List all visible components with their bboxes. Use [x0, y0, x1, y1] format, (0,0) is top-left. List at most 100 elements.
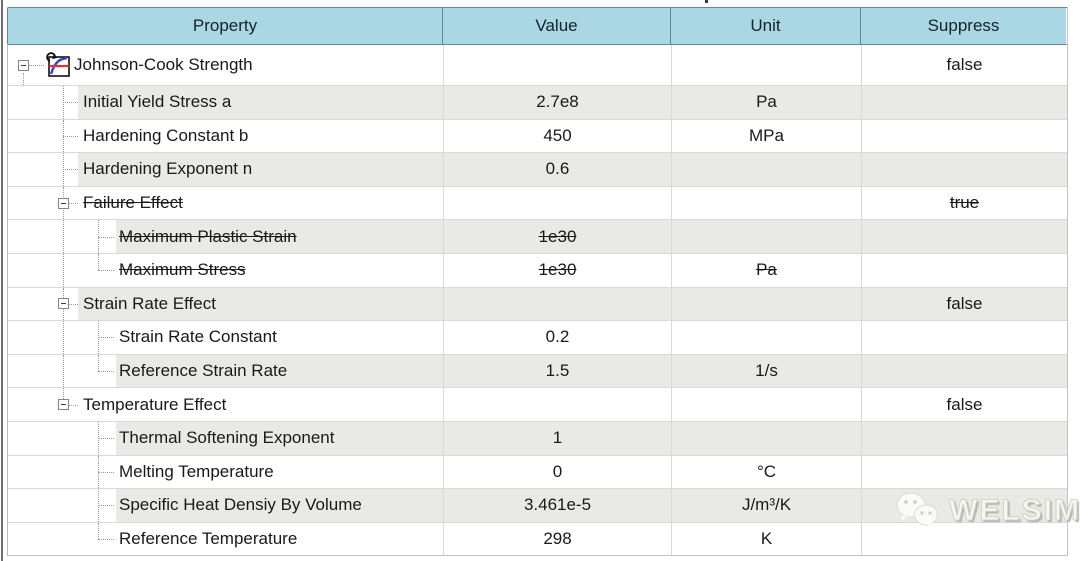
value-cell[interactable] [444, 45, 672, 85]
property-label: Maximum Stress [119, 260, 246, 280]
expand-toggle[interactable] [58, 197, 69, 209]
tree-branch-line [98, 270, 114, 272]
suppress-cell[interactable] [862, 421, 1067, 455]
value-cell[interactable] [444, 186, 672, 220]
property-label: Strain Rate Effect [83, 293, 216, 313]
value-cell[interactable] [444, 388, 672, 421]
suppress-cell[interactable] [862, 86, 1067, 119]
suppress-cell[interactable] [862, 254, 1067, 287]
column-header-suppress[interactable]: Suppress [861, 8, 1066, 44]
property-cell[interactable]: Thermal Softening Exponent [8, 421, 444, 455]
property-cell[interactable]: Reference Temperature [8, 522, 444, 556]
property-cell[interactable]: Maximum Stress [8, 253, 444, 287]
suppress-cell[interactable]: false [862, 45, 1067, 85]
table-row[interactable]: Failure Effect true [8, 185, 1067, 220]
property-label: Strain Rate Constant [119, 327, 277, 347]
value-cell-text: 450 [543, 125, 572, 145]
value-cell[interactable]: 298 [444, 522, 672, 556]
expand-toggle[interactable] [18, 59, 29, 71]
value-cell-text: 298 [543, 529, 572, 549]
suppress-cell[interactable]: false [862, 287, 1067, 321]
suppress-cell[interactable] [862, 489, 1067, 522]
property-cell[interactable]: Johnson-Cook Strength [8, 45, 444, 85]
table-row[interactable]: Melting Temperature 0 °C [8, 454, 1067, 489]
value-cell[interactable]: 0.6 [444, 153, 672, 186]
property-cell[interactable]: Strain Rate Constant [8, 321, 444, 354]
property-cell[interactable]: Temperature Effect [8, 388, 444, 421]
value-cell[interactable]: 1 [444, 421, 672, 455]
unit-cell: J/m³/K [672, 489, 862, 522]
table-row[interactable]: Reference Temperature 298 K [8, 521, 1067, 556]
property-cell[interactable]: Hardening Constant b [8, 119, 444, 153]
property-cell[interactable]: Failure Effect [8, 186, 444, 220]
tree-branch-line [63, 169, 78, 171]
property-cell[interactable]: Specific Heat Densiy By Volume [8, 489, 444, 522]
property-cell[interactable]: Hardening Exponent n [8, 153, 444, 186]
column-header-property[interactable]: Property [7, 8, 443, 44]
table-row[interactable]: Maximum Stress 1e30 Pa [8, 252, 1067, 287]
property-cell[interactable]: Melting Temperature [8, 455, 444, 489]
suppress-cell[interactable]: false [862, 388, 1067, 421]
value-cell-text: 1e30 [538, 260, 577, 280]
value-cell-text: 0 [552, 461, 563, 481]
value-cell[interactable]: 0.2 [444, 321, 672, 354]
unit-cell: Pa [672, 86, 862, 119]
tree-branch-line [98, 236, 114, 238]
suppress-cell[interactable] [862, 321, 1067, 354]
property-cell[interactable]: Maximum Plastic Strain [8, 220, 444, 253]
value-cell[interactable]: 2.7e8 [444, 86, 672, 119]
value-cell[interactable]: 3.461e-5 [444, 489, 672, 522]
tree-branch-line [98, 253, 99, 271]
suppress-cell[interactable] [862, 120, 1067, 153]
value-cell-text: 1 [552, 428, 563, 448]
value-cell-text: 1.5 [545, 361, 570, 381]
unit-cell [672, 287, 862, 321]
suppress-cell-text: false [946, 394, 983, 414]
tree-branch-line [98, 371, 114, 373]
unit-cell-text: K [760, 529, 773, 549]
tree-branch-line [29, 65, 44, 66]
table-row[interactable]: Thermal Softening Exponent 1 [8, 420, 1067, 455]
value-cell[interactable]: 1.5 [444, 354, 672, 388]
suppress-cell[interactable] [862, 456, 1067, 489]
unit-cell [672, 388, 862, 421]
unit-cell [672, 45, 862, 85]
value-cell-text: 1e30 [538, 226, 577, 246]
column-header-value[interactable]: Value [443, 8, 671, 44]
property-cell[interactable]: Reference Strain Rate [8, 354, 444, 388]
value-cell[interactable]: 1e30 [444, 220, 672, 253]
unit-cell [672, 421, 862, 455]
expand-toggle[interactable] [58, 298, 69, 310]
table-row[interactable]: Hardening Exponent n 0.6 [8, 152, 1067, 186]
value-cell[interactable]: 450 [444, 119, 672, 153]
value-cell[interactable] [444, 287, 672, 321]
tree-branch-line [98, 337, 114, 339]
suppress-cell[interactable] [862, 220, 1067, 253]
table-row[interactable]: Temperature Effect false [8, 387, 1067, 421]
property-cell[interactable]: Strain Rate Effect [8, 287, 444, 321]
suppress-cell-text: true [949, 193, 980, 213]
property-cell[interactable]: Initial Yield Stress a [8, 86, 444, 119]
property-table: Property Value Unit Suppress Johnson-Coo… [7, 7, 1068, 557]
unit-cell-text: J/m³/K [741, 495, 792, 515]
table-row[interactable]: Johnson-Cook Strength false [8, 45, 1067, 85]
tree-branch-line [63, 220, 64, 253]
value-cell[interactable]: 0 [444, 455, 672, 489]
property-label: Thermal Softening Exponent [119, 428, 335, 448]
table-row[interactable]: Specific Heat Densiy By Volume 3.461e-5 J/… [8, 488, 1067, 522]
column-header-unit[interactable]: Unit [671, 8, 861, 44]
table-row[interactable]: Reference Strain Rate 1.5 1/s [8, 353, 1067, 388]
value-cell[interactable]: 1e30 [444, 253, 672, 287]
suppress-cell[interactable]: true [862, 187, 1067, 220]
table-row[interactable]: Maximum Plastic Strain 1e30 [8, 219, 1067, 253]
table-row[interactable]: Strain Rate Constant 0.2 [8, 320, 1067, 354]
property-label: Initial Yield Stress a [83, 92, 232, 112]
suppress-cell[interactable] [862, 354, 1067, 388]
unit-cell-text: °C [756, 461, 777, 481]
expand-toggle[interactable] [58, 399, 69, 411]
table-row[interactable]: Initial Yield Stress a 2.7e8 Pa [8, 85, 1067, 119]
table-row[interactable]: Strain Rate Effect false [8, 286, 1067, 321]
suppress-cell[interactable] [862, 153, 1067, 186]
table-row[interactable]: Hardening Constant b 450 MPa [8, 118, 1067, 153]
property-label: Maximum Plastic Strain [119, 226, 297, 246]
